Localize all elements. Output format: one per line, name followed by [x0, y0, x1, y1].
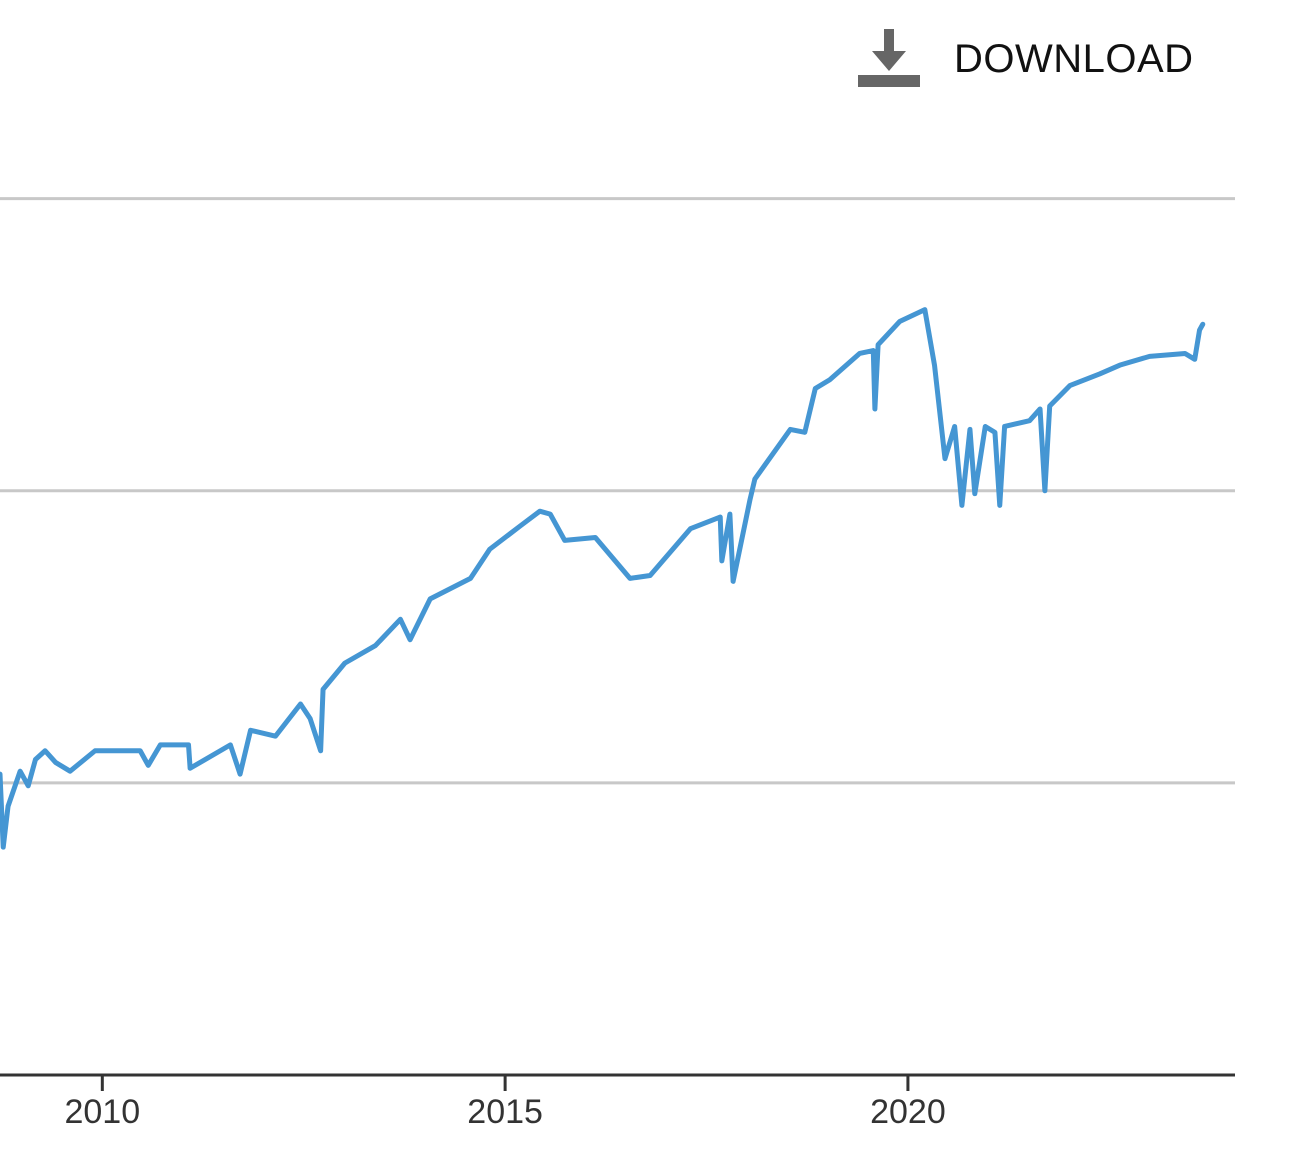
data-line [0, 307, 1206, 850]
x-tick-label: 2020 [870, 1093, 946, 1131]
download-button[interactable]: DOWNLOAD [856, 26, 1194, 92]
download-label[interactable]: DOWNLOAD [954, 36, 1194, 81]
x-tick-label: 2015 [467, 1093, 543, 1131]
download-icon [858, 29, 920, 87]
x-tick-label: 2010 [64, 1093, 140, 1131]
